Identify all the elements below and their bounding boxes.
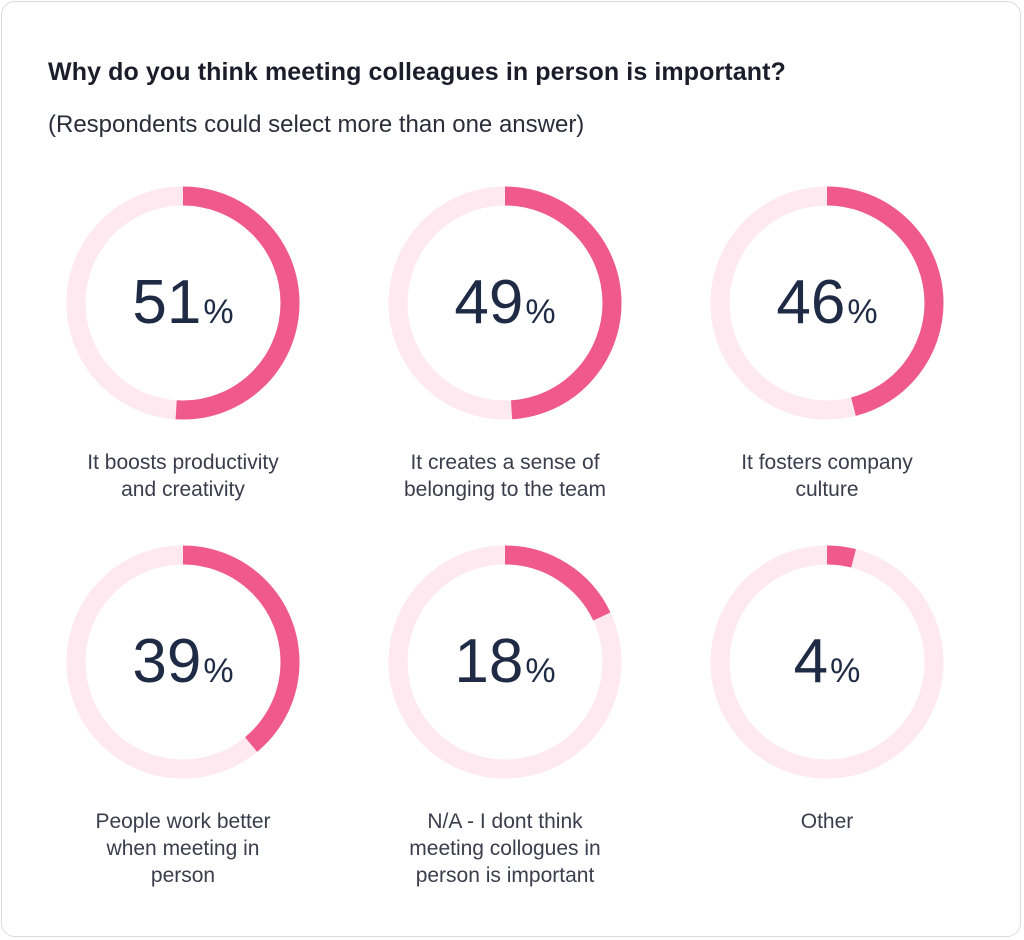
percent-value: 49% [385, 263, 625, 343]
donut-svg [66, 545, 300, 779]
donut-label: Other [800, 810, 854, 833]
donut-label: It creates a sense of belonging to the t… [404, 451, 606, 501]
donut-label: N/A - I dont think meeting collogues in … [409, 810, 601, 887]
donut-value-arc [66, 186, 300, 420]
donut-item: 18% N/A - I dont think meeting collogues … [385, 542, 685, 902]
percent-number: 39 [132, 627, 202, 696]
percent-number: 4 [793, 627, 829, 696]
percent-value: 39% [63, 622, 303, 702]
percent-value: 18% [385, 622, 625, 702]
donut-item: 51% It boosts productivity and creativity [63, 183, 363, 543]
donut-item: 46% It fosters company culture [707, 183, 1007, 543]
donut-label: It fosters company culture [741, 451, 913, 501]
donut-svg [710, 186, 944, 420]
percent-value: 51% [63, 263, 303, 343]
percent-sign: % [830, 652, 861, 690]
percent-sign: % [847, 293, 878, 331]
percent-number: 49 [454, 268, 524, 337]
donut-item: 39% People work better when meeting in pe… [63, 542, 363, 902]
donut-value-arc [388, 545, 622, 779]
donut-label: People work better when meeting in perso… [95, 810, 271, 887]
donut-value-arc [66, 545, 300, 779]
chart-title: Why do you think meeting colleagues in p… [48, 58, 786, 86]
donut-value-arc [710, 545, 944, 779]
donut-item: 4% Other [707, 542, 1007, 902]
donut-value-arc [388, 186, 622, 420]
donut-label: It boosts productivity and creativity [87, 451, 279, 501]
percent-sign: % [525, 293, 556, 331]
donut-svg [710, 545, 944, 779]
percent-sign: % [525, 652, 556, 690]
chart-subtitle: (Respondents could select more than one … [48, 111, 585, 138]
percent-value: 4% [707, 622, 947, 702]
donut-item: 49% It creates a sense of belonging to th… [385, 183, 685, 543]
donut-value-arc [710, 186, 944, 420]
donut-svg [388, 186, 622, 420]
percent-sign: % [203, 652, 234, 690]
donut-svg [66, 186, 300, 420]
percent-number: 18 [454, 627, 524, 696]
percent-sign: % [203, 293, 234, 331]
donut-svg [388, 545, 622, 779]
percent-number: 51 [132, 268, 202, 337]
percent-value: 46% [707, 263, 947, 343]
percent-number: 46 [776, 268, 846, 337]
